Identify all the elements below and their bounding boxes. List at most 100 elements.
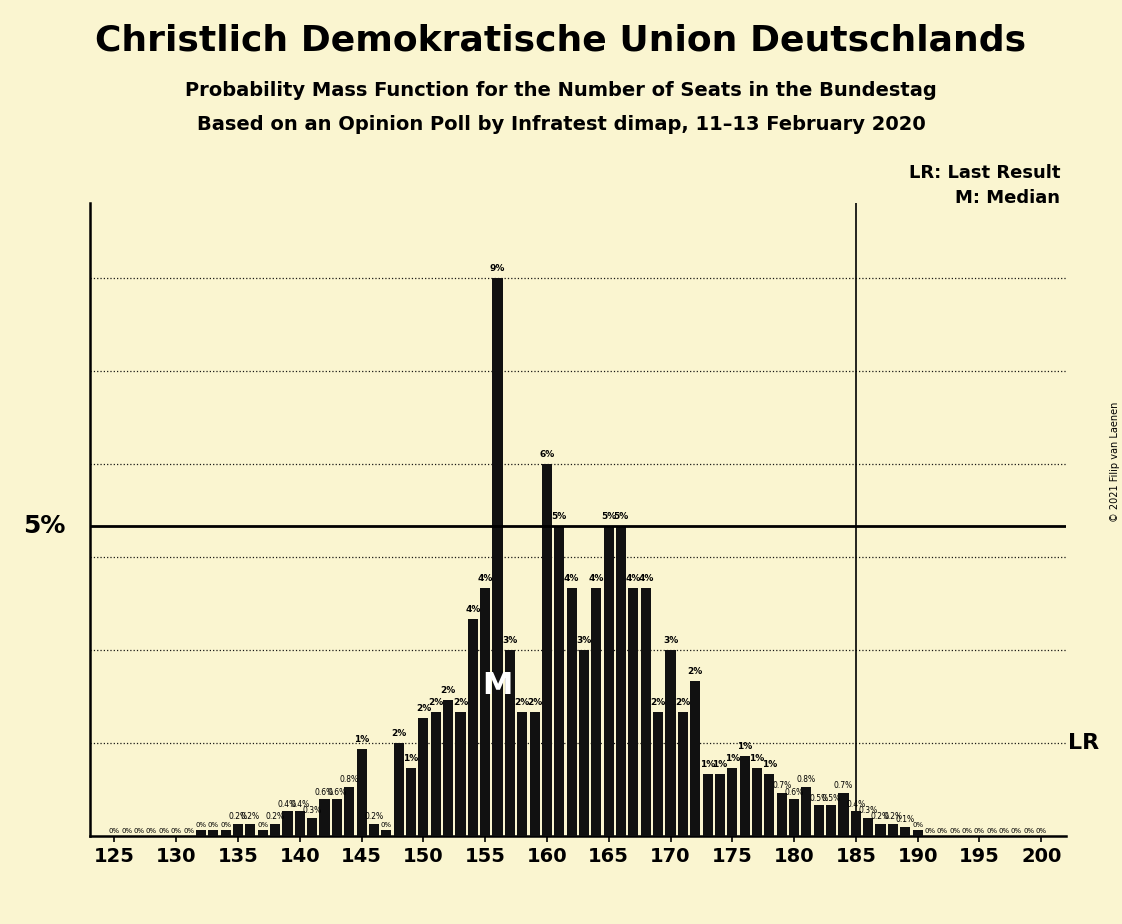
Text: 2%: 2% xyxy=(527,699,542,707)
Text: 1%: 1% xyxy=(762,760,776,769)
Bar xyxy=(900,827,910,836)
Bar xyxy=(653,712,663,836)
Bar xyxy=(456,712,466,836)
Bar xyxy=(739,756,749,836)
Bar xyxy=(406,768,416,836)
Bar xyxy=(394,743,404,836)
Bar xyxy=(702,774,712,836)
Bar xyxy=(863,818,873,836)
Bar xyxy=(888,824,898,836)
Text: 0%: 0% xyxy=(146,828,157,833)
Text: 0.7%: 0.7% xyxy=(772,782,791,790)
Text: 0%: 0% xyxy=(1023,828,1034,833)
Bar xyxy=(332,799,342,836)
Bar xyxy=(579,650,589,836)
Text: 2%: 2% xyxy=(515,699,530,707)
Text: 1%: 1% xyxy=(353,736,369,745)
Text: 0.6%: 0.6% xyxy=(784,787,803,796)
Bar xyxy=(764,774,774,836)
Bar xyxy=(665,650,675,836)
Text: 0%: 0% xyxy=(962,828,973,833)
Text: 4%: 4% xyxy=(638,574,653,583)
Bar xyxy=(493,278,503,836)
Bar xyxy=(678,712,688,836)
Text: Christlich Demokratische Union Deutschlands: Christlich Demokratische Union Deutschla… xyxy=(95,23,1027,57)
Text: 0.4%: 0.4% xyxy=(278,800,297,808)
Bar xyxy=(344,786,355,836)
Text: M: Median: M: Median xyxy=(955,189,1060,207)
Bar xyxy=(258,830,268,836)
Text: 2%: 2% xyxy=(392,729,406,738)
Text: M: M xyxy=(482,671,513,700)
Text: 1%: 1% xyxy=(737,742,752,750)
Bar xyxy=(270,824,280,836)
Text: LR: Last Result: LR: Last Result xyxy=(909,164,1060,182)
Text: 0.6%: 0.6% xyxy=(328,787,347,796)
Text: Based on an Opinion Poll by Infratest dimap, 11–13 February 2020: Based on an Opinion Poll by Infratest di… xyxy=(196,115,926,134)
Text: 0.5%: 0.5% xyxy=(809,794,828,803)
Text: 5%: 5% xyxy=(22,514,65,538)
Text: 0%: 0% xyxy=(986,828,997,833)
Text: 0.8%: 0.8% xyxy=(797,775,816,784)
Text: Probability Mass Function for the Number of Seats in the Bundestag: Probability Mass Function for the Number… xyxy=(185,81,937,101)
Bar xyxy=(567,588,577,836)
Text: 3%: 3% xyxy=(663,636,678,645)
Text: 1%: 1% xyxy=(749,754,764,763)
Text: 0%: 0% xyxy=(1036,828,1047,833)
Text: 9%: 9% xyxy=(490,263,505,273)
Text: © 2021 Filip van Laenen: © 2021 Filip van Laenen xyxy=(1110,402,1120,522)
Text: 3%: 3% xyxy=(577,636,591,645)
Bar xyxy=(752,768,762,836)
Text: 2%: 2% xyxy=(429,699,443,707)
Text: 5%: 5% xyxy=(601,512,616,521)
Text: 1%: 1% xyxy=(725,754,739,763)
Text: 0%: 0% xyxy=(134,828,145,833)
Text: 2%: 2% xyxy=(441,686,456,695)
Text: 0.6%: 0.6% xyxy=(315,787,334,796)
Text: 5%: 5% xyxy=(614,512,628,521)
Text: LR: LR xyxy=(1068,733,1098,753)
Bar xyxy=(357,749,367,836)
Text: 0%: 0% xyxy=(158,828,169,833)
Text: 0.2%: 0.2% xyxy=(229,812,248,821)
Text: 0%: 0% xyxy=(999,828,1010,833)
Text: 0.3%: 0.3% xyxy=(303,806,322,815)
Text: 0.5%: 0.5% xyxy=(821,794,840,803)
Text: 2%: 2% xyxy=(675,699,690,707)
Text: 0%: 0% xyxy=(974,828,985,833)
Bar xyxy=(369,824,379,836)
Bar xyxy=(419,718,429,836)
Text: 0%: 0% xyxy=(1011,828,1022,833)
Text: 0.2%: 0.2% xyxy=(266,812,285,821)
Bar xyxy=(789,799,799,836)
Text: 0.4%: 0.4% xyxy=(846,800,865,808)
Bar xyxy=(246,824,256,836)
Bar xyxy=(542,464,552,836)
Bar xyxy=(468,619,478,836)
Bar xyxy=(715,774,725,836)
Text: 0.2%: 0.2% xyxy=(241,812,260,821)
Text: 4%: 4% xyxy=(626,574,641,583)
Text: 4%: 4% xyxy=(564,574,579,583)
Text: 0.7%: 0.7% xyxy=(834,782,853,790)
Bar xyxy=(727,768,737,836)
Text: 2%: 2% xyxy=(651,699,665,707)
Text: 1%: 1% xyxy=(712,760,727,769)
Text: 0%: 0% xyxy=(925,828,936,833)
Text: 0%: 0% xyxy=(208,821,219,828)
Text: 0.1%: 0.1% xyxy=(895,815,914,824)
Text: 0%: 0% xyxy=(257,821,268,828)
Bar xyxy=(295,811,305,836)
Text: 0%: 0% xyxy=(183,828,194,833)
Text: 0%: 0% xyxy=(912,821,923,828)
Bar xyxy=(604,526,614,836)
Text: 0%: 0% xyxy=(937,828,948,833)
Text: 0%: 0% xyxy=(380,821,392,828)
Text: 0.3%: 0.3% xyxy=(858,806,877,815)
Bar xyxy=(283,811,293,836)
Bar xyxy=(616,526,626,836)
Bar xyxy=(850,811,861,836)
Bar xyxy=(826,805,836,836)
Text: 0.2%: 0.2% xyxy=(365,812,384,821)
Bar xyxy=(517,712,527,836)
